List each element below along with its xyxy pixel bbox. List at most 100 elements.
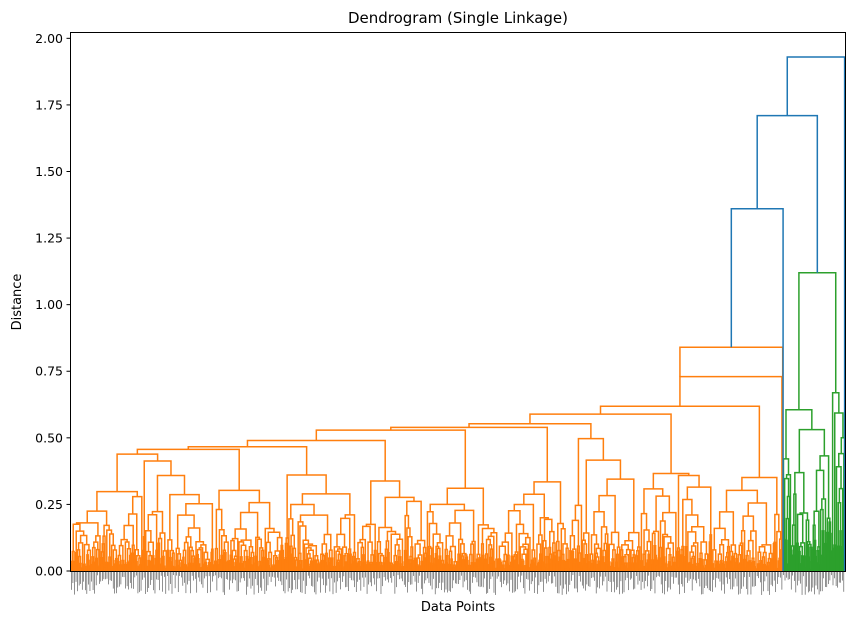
dendrogram-link [665,563,668,571]
dendrogram-link [233,555,238,571]
dendrogram-link [333,546,341,567]
dendrogram-link [646,559,650,571]
dendrogram-link [134,558,137,571]
dendrogram-link [446,563,450,571]
dendrogram-link [79,562,82,571]
dendrogram-link [197,563,201,571]
dendrogram-link [790,549,793,571]
dendrogram-link [785,563,789,571]
dendrogram-link [671,556,675,567]
dendrogram-link [111,568,114,571]
dendrogram-link [299,514,329,535]
dendrogram-link [407,536,413,571]
dendrogram-link [281,549,285,571]
dendrogram-link [659,520,666,548]
dendrogram-link [734,561,738,571]
dendrogram-link [188,546,193,564]
dendrogram-link [195,540,205,571]
dendrogram-link [324,561,327,571]
dendrogram-link [91,546,96,565]
dendrogram-link [106,529,113,563]
dendrogram-link [812,548,815,571]
dendrogram-link [373,555,376,571]
dendrogram-link [289,545,293,571]
dendrogram-link [336,561,339,571]
dendrogram-link [766,565,769,571]
dendrogram-link [713,527,726,550]
dendrogram-link [92,561,95,571]
dendrogram-link [759,560,763,565]
dendrogram-link [786,495,791,571]
dendrogram-link [406,527,411,569]
dendrogram-link [534,568,537,571]
dendrogram-link [807,543,812,558]
dendrogram-link [203,551,209,565]
dendrogram-link [642,553,646,571]
dendrogram-link [539,517,549,536]
dendrogram-link [127,513,138,550]
dendrogram-link [333,567,337,571]
dendrogram-link [167,539,173,551]
dendrogram-link [158,557,161,571]
dendrogram-link [618,567,621,571]
dendrogram-link [77,564,80,571]
dendrogram-link [725,568,728,571]
dendrogram-link [513,553,518,571]
dendrogram-link [238,541,245,564]
dendrogram-link [730,562,733,571]
dendrogram-link [154,565,157,571]
dendrogram-link [513,567,516,571]
dendrogram-link [503,553,508,571]
dendrogram-link [613,566,617,571]
dendrogram-link [762,551,767,567]
dendrogram-link [306,553,311,571]
dendrogram-link [138,557,142,567]
dendrogram-link [694,568,697,571]
dendrogram-link [477,524,489,555]
dendrogram-link [838,452,845,571]
dendrogram-link [177,553,182,566]
dendrogram-link [575,560,578,571]
dendrogram-link [180,562,183,571]
dendrogram-link [118,544,124,561]
dendrogram-link [833,547,836,571]
dendrogram-link [169,493,200,540]
dendrogram-link [91,556,95,565]
dendrogram-link [322,566,325,571]
dendrogram-link [564,561,568,571]
dendrogram-link [249,557,253,566]
dendrogram-link [783,538,786,571]
dendrogram-link [430,564,433,571]
dendrogram-link [720,562,724,571]
dendrogram-link [114,559,118,571]
dendrogram-link [220,554,224,571]
dendrogram-link [750,530,757,570]
dendrogram-link [304,564,307,571]
dendrogram-link [817,546,821,571]
dendrogram-link [178,568,181,571]
y-axis-label: Distance [10,274,25,331]
dendrogram-link [578,561,582,571]
dendrogram-link [538,559,542,571]
dendrogram-link [621,556,624,571]
dendrogram-link [418,567,422,571]
dendrogram-link [131,552,134,571]
dendrogram-link [355,562,359,571]
dendrogram-link [699,552,703,560]
dendrogram-link [286,474,327,538]
dendrogram-link [667,567,670,571]
dendrogram-link [783,477,790,540]
dendrogram-link [776,530,782,570]
dendrogram-link [641,565,645,571]
dendrogram-link [217,564,220,571]
dendrogram-link [761,544,772,554]
dendrogram-link [663,562,666,571]
dendrogram-link [527,568,530,571]
dendrogram-link [240,539,252,547]
dendrogram-link [778,557,782,571]
dendrogram-link [785,539,788,571]
dendrogram-link [678,566,681,571]
dendrogram-link [246,558,249,571]
dendrogram-link [337,553,342,566]
